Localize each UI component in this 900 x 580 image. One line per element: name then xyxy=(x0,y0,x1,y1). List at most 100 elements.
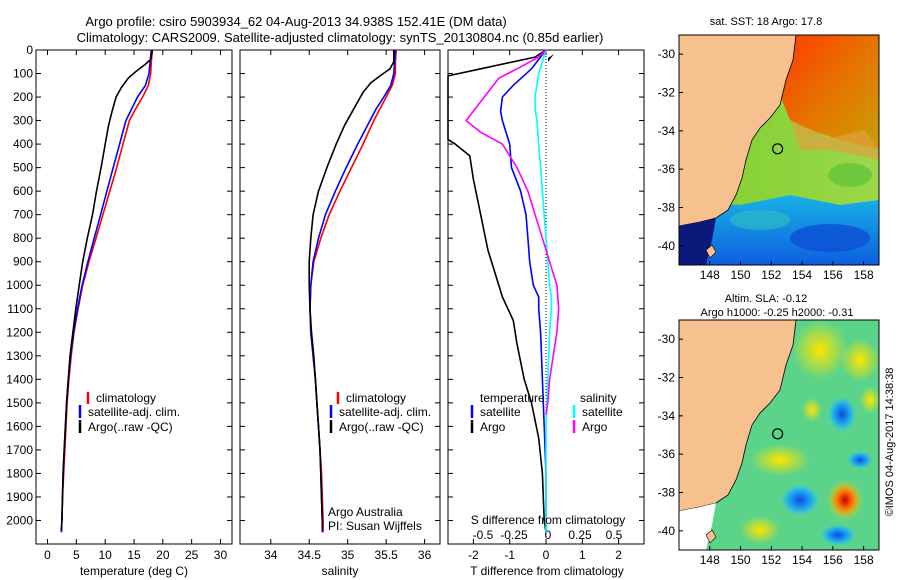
x-tick-label: 0 xyxy=(543,548,550,562)
x-tick-label: 34 xyxy=(264,548,278,562)
y-tick-label: 1400 xyxy=(6,372,33,386)
temperature-xlabel: temperature (deg C) xyxy=(80,564,188,578)
y-tick-label: 1900 xyxy=(6,490,33,504)
map-y-tick-label: -38 xyxy=(658,201,676,215)
y-tick-label: 500 xyxy=(13,161,33,175)
sla-map-subtitle: Argo h1000: -0.25 h2000: -0.31 xyxy=(701,307,854,319)
y-tick-label: 1300 xyxy=(6,349,33,363)
profile-lines xyxy=(60,49,560,533)
y-tick-label: 300 xyxy=(13,114,33,128)
y-tick-label: 400 xyxy=(13,137,33,151)
map-y-tick-label: -38 xyxy=(658,486,676,500)
x-tick-label: 5 xyxy=(73,548,80,562)
sst-map-frame xyxy=(678,34,880,266)
annotation-argo-australia: Argo Australia xyxy=(328,505,403,519)
legend-label-satellite-adj: satellite-adj. clim. xyxy=(339,405,431,419)
legend-label-climatology: climatology xyxy=(346,391,406,405)
argo-float-marker xyxy=(772,428,784,440)
y-tick-label: 1800 xyxy=(6,466,33,480)
y-tick-label: 1100 xyxy=(7,302,33,316)
annotation-pi: PI: Susan Wijffels xyxy=(328,519,422,533)
map-x-tick-label: 148 xyxy=(700,553,720,567)
temperature-series-satellite-adj-clim- xyxy=(60,49,153,533)
s-tick-label: 0.25 xyxy=(568,528,592,542)
s-tick-label: 0.5 xyxy=(606,528,623,542)
y-tick-label: 1200 xyxy=(6,325,33,339)
map-y-tick-label: -30 xyxy=(658,332,676,346)
map-x-tick-label: 148 xyxy=(700,268,720,282)
footer-credit: ©IMOS 04-Aug-2017 14:38:38 xyxy=(884,368,896,517)
surface-marker xyxy=(548,54,554,62)
y-tick-label: 1000 xyxy=(6,278,33,292)
salinity-series-argo-raw-qc- xyxy=(308,50,395,530)
map-y-tick-label: -34 xyxy=(658,124,676,138)
y-tick-label: 0 xyxy=(26,43,33,57)
salinity-xlabel: salinity xyxy=(322,564,359,578)
salinity-series-satellite-adj-clim- xyxy=(309,49,397,533)
y-tick-label: 900 xyxy=(13,255,33,269)
s-tick-label: -0.25 xyxy=(500,528,528,542)
y-tick-label: 100 xyxy=(13,67,33,81)
salinity-legend: climatology satellite-adj. clim. Argo(..… xyxy=(328,391,431,533)
x-tick-label: 10 xyxy=(98,548,112,562)
x-tick-label: 0 xyxy=(44,548,51,562)
temperature-series-argo-raw-qc- xyxy=(60,49,154,530)
difference-series-s-argo xyxy=(465,49,560,415)
y-tick-label: 800 xyxy=(13,231,33,245)
map-y-tick-label: -36 xyxy=(658,447,676,461)
y-tick-label: 700 xyxy=(13,208,33,222)
x-tick-label: 2 xyxy=(615,548,622,562)
temperature-series-climatology xyxy=(60,49,154,533)
y-tick-label: 600 xyxy=(13,184,33,198)
legend-label-climatology: climatology xyxy=(96,391,156,405)
map-y-tick-label: -40 xyxy=(658,239,676,253)
legend-label-s-satellite: satellite xyxy=(582,405,623,419)
x-tick-label: -2 xyxy=(468,548,479,562)
difference-series-s-satellite xyxy=(534,49,553,533)
sla-map-frame xyxy=(678,319,880,551)
x-tick-label: 20 xyxy=(156,548,170,562)
legend-label-argo: Argo(..raw -QC) xyxy=(339,420,424,434)
argo-float-marker xyxy=(772,143,784,155)
map-x-tick-label: 152 xyxy=(761,553,781,567)
map-x-tick-label: 158 xyxy=(854,268,874,282)
map-x-tick-label: 150 xyxy=(731,553,751,567)
x-tick-label: 35.5 xyxy=(374,548,398,562)
temperature-axes: 0 5 10 15 20 25 300100200300400500600700800900… xyxy=(6,43,232,562)
map-x-tick-label: 154 xyxy=(792,268,812,282)
map-x-tick-label: 152 xyxy=(761,268,781,282)
map-y-tick-label: -40 xyxy=(658,524,676,538)
y-tick-label: 2000 xyxy=(6,513,33,527)
map-x-tick-label: 150 xyxy=(731,268,751,282)
map-y-tick-label: -32 xyxy=(658,371,676,385)
difference-axes: -2 -1 0 1 2 -0.5 -0.25 0 0.25 0.5 xyxy=(448,49,644,562)
legend-label-s-argo: Argo xyxy=(582,420,608,434)
y-tick-label: 1600 xyxy=(6,419,33,433)
legend-label-argo: Argo(..raw -QC) xyxy=(88,420,173,434)
y-tick-label: 200 xyxy=(13,90,33,104)
map-x-tick-label: 156 xyxy=(823,553,843,567)
sst-map-title: sat. SST: 18 Argo: 17.8 xyxy=(710,16,823,28)
sla-map-field xyxy=(679,320,879,550)
x-tick-label: 30 xyxy=(214,548,228,562)
salinity-axes: 34 34.5 35 35.5 36 xyxy=(240,49,440,562)
sst-map-field xyxy=(679,35,879,265)
legend-label-t-argo: Argo xyxy=(480,420,506,434)
x-tick-label: -1 xyxy=(504,548,515,562)
difference-legend: temperature salinity satellite Argo sate… xyxy=(470,391,623,434)
x-tick-label: 36 xyxy=(418,548,432,562)
map-y-tick-label: -32 xyxy=(658,86,676,100)
legend-title-salinity: salinity xyxy=(580,391,617,405)
sla-map-axes: 148 150 152 154 156 158 -30 -32 -34 -36 -38 -40 xyxy=(658,332,874,567)
s-tick-label: 0 xyxy=(545,528,552,542)
salinity-panel-frame xyxy=(239,49,441,545)
legend-label-satellite-adj: satellite-adj. clim. xyxy=(88,405,180,419)
legend-title-temperature: temperature xyxy=(480,391,545,405)
x-tick-label: 25 xyxy=(185,548,199,562)
difference-series-t-argo xyxy=(447,49,547,533)
legend-label-t-satellite: satellite xyxy=(480,405,521,419)
y-tick-label: 1500 xyxy=(6,396,33,410)
sla-map-title: Altim. SLA: -0.12 xyxy=(725,293,808,305)
x-tick-label: 34.5 xyxy=(298,548,322,562)
chart-title-line1: Argo profile: csiro 5903934_62 04-Aug-20… xyxy=(85,14,506,29)
